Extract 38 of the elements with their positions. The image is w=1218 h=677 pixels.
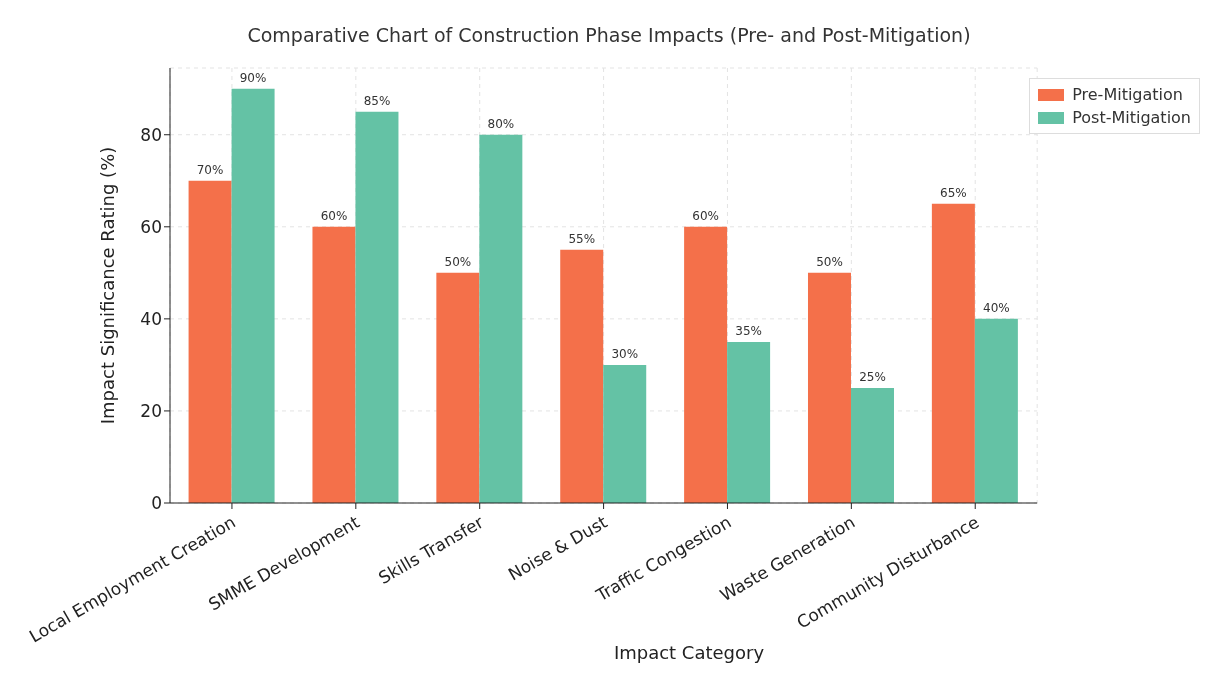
data-label: 60% <box>320 208 348 223</box>
y-tick-label: 60 <box>140 216 162 237</box>
bar <box>355 111 399 503</box>
data-label: 90% <box>239 70 267 85</box>
bar <box>974 318 1018 503</box>
x-axis-title: Impact Category <box>613 642 765 663</box>
bar <box>727 341 771 503</box>
y-tick-label: 40 <box>140 308 162 329</box>
data-label: 50% <box>444 254 472 269</box>
bar <box>560 249 604 503</box>
data-label: 40% <box>983 300 1010 315</box>
legend-label: Pre-Mitigation <box>1072 84 1183 106</box>
data-label: 80% <box>487 116 515 131</box>
data-label: 35% <box>735 323 762 338</box>
data-label: 60% <box>692 208 719 223</box>
data-label: 70% <box>196 162 224 177</box>
data-label: 25% <box>859 369 886 384</box>
data-label: 85% <box>363 93 391 108</box>
y-tick-label: 80 <box>140 124 162 145</box>
y-tick-label: 20 <box>140 400 162 421</box>
data-label: 55% <box>568 231 596 246</box>
bar <box>807 272 851 503</box>
bar <box>436 272 480 503</box>
bar <box>312 226 356 503</box>
data-label: 30% <box>611 346 639 361</box>
bar <box>231 88 275 503</box>
chart-title: Comparative Chart of Construction Phase Impacts (Pre- and Post-Mitigation) <box>246 24 972 46</box>
bar <box>684 226 728 503</box>
bar <box>188 180 232 503</box>
data-label: 65% <box>940 185 967 200</box>
bar <box>850 387 894 503</box>
data-label: 50% <box>816 254 843 269</box>
bar <box>603 364 647 503</box>
legend-label: Post-Mitigation <box>1072 107 1191 129</box>
y-axis-title: Impact Significance Rating (%) <box>97 146 119 425</box>
y-tick-label: 0 <box>151 493 162 514</box>
bar <box>931 203 975 503</box>
bar <box>479 134 523 503</box>
